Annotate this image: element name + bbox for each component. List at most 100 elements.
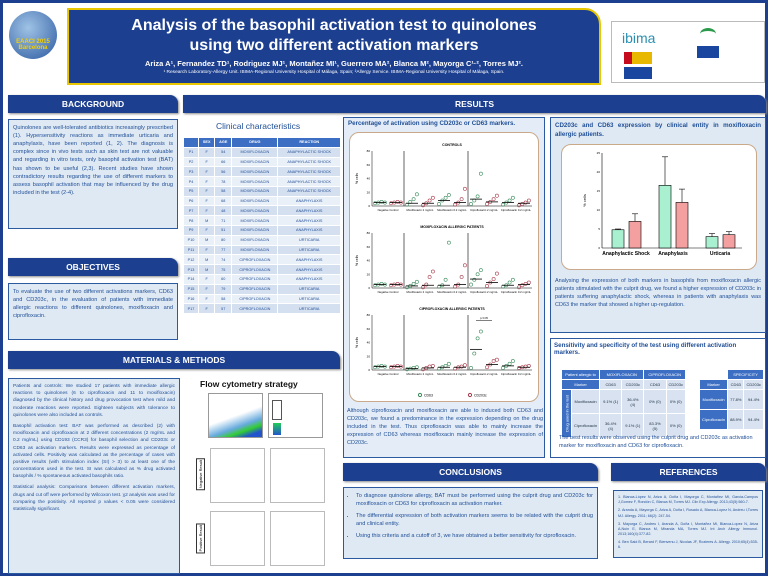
table-cell: ANAPHYLAXIS xyxy=(277,195,341,207)
table-cell: P11 xyxy=(182,244,200,256)
table-cell: 51 xyxy=(214,225,233,236)
data-point xyxy=(395,281,400,286)
data-point xyxy=(463,263,467,268)
x-tick-label: Negative Control xyxy=(378,208,399,212)
entity-chart-panel: % cells 0 5 10 15 20 25 Anaphylactic Shock Anaph… xyxy=(561,144,757,270)
table-row: P17 F 57 CIPROFLOXACIN URTICARIA xyxy=(182,303,341,315)
data-point xyxy=(526,198,531,203)
data-point xyxy=(520,283,525,288)
neg-plot-2 xyxy=(270,448,325,503)
junta-logo xyxy=(700,28,716,40)
data-point xyxy=(510,195,515,200)
methods-text: Patients and controls: We studied 17 pat… xyxy=(8,378,180,574)
data-point xyxy=(485,284,489,288)
y-tick-label: 0 xyxy=(368,204,370,208)
table-cell: F xyxy=(198,146,216,158)
table-cell: P17 xyxy=(182,303,200,315)
table-cell: MOXIFLOXACIN xyxy=(231,244,279,256)
background-text: Quinolones are well-tolerated antibiotic… xyxy=(8,119,178,229)
table-cell: ANAPHYLACTIC SHOCK xyxy=(277,146,341,158)
reference-item: 3. Mayorga C, Andreu I, Aranda A, Doña I… xyxy=(618,521,758,537)
table-cell: F xyxy=(198,293,216,305)
x-tick-label: Ciprofloxacin 0.2 mg/mL xyxy=(501,372,532,376)
table-cell: F xyxy=(198,176,216,187)
data-point xyxy=(447,240,451,245)
positive-result-label: Positive Result xyxy=(196,523,205,554)
data-point xyxy=(431,195,435,200)
data-point xyxy=(415,192,419,197)
table-cell: MOXIFLOXACIN xyxy=(231,205,279,217)
cell: 0% (0) xyxy=(643,389,667,414)
data-point xyxy=(469,366,473,370)
data-point xyxy=(411,366,416,370)
data-point xyxy=(427,198,432,203)
y-tick-label: 15 xyxy=(597,189,601,193)
data-point xyxy=(523,200,528,205)
y-tick-label: 40 xyxy=(367,341,371,345)
authors: Ariza A¹, Fernandez TD¹, Rodriguez MJ¹, … xyxy=(145,59,523,68)
data-point xyxy=(517,366,521,370)
references-box: 1. Blanca-López N, Ariza A, Doña I, Mayo… xyxy=(613,490,763,558)
table-cell: MOXIFLOXACIN xyxy=(231,215,279,227)
data-point xyxy=(447,361,451,366)
bar xyxy=(628,221,642,249)
data-point xyxy=(373,283,377,288)
y-tick-label: 20 xyxy=(367,354,371,358)
data-point xyxy=(494,193,499,198)
x-tick-label: Moxifloxacin 0.2 mg/mL xyxy=(437,208,467,212)
sens-text: The best results were observed using the… xyxy=(559,435,753,449)
reference-item: 1. Blanca-López N, Ariza A, Doña I, Mayo… xyxy=(618,495,758,505)
negative-result-label: Negative Result xyxy=(196,458,205,491)
cell: 94.4% xyxy=(743,389,764,410)
x-tick-label: Ciprofloxacin 0.2 mg/mL xyxy=(501,290,532,294)
table-cell: MOXIFLOXACIN xyxy=(231,225,279,236)
y-tick-label: 20 xyxy=(367,190,371,194)
table-cell: MOXIFLOXACIN xyxy=(231,185,279,197)
conclusion-item: Using this criteria and a cutoff of 3, w… xyxy=(356,532,593,540)
data-point xyxy=(427,275,432,279)
activation-chart-panel: CONTROLS % cells 0 20 40 60 80 Negative Control… xyxy=(349,132,539,402)
table-cell: URTICARIA xyxy=(277,303,341,315)
y-tick-label: 0 xyxy=(598,246,600,250)
cell: 9.1% (1) xyxy=(599,389,623,414)
x-tick-label: Anaphylactic Shock xyxy=(602,251,650,257)
eu-flag-icon xyxy=(697,46,719,58)
x-tick-label: Negative Control xyxy=(378,372,399,376)
x-tick-label: Anaphylaxis xyxy=(658,251,688,257)
y-tick-label: 0 xyxy=(368,368,370,372)
data-point xyxy=(475,272,480,277)
table-cell: CIPROFLOXACIN xyxy=(231,254,279,266)
table-cell: P16 xyxy=(182,293,200,305)
cell: 94.4% xyxy=(743,409,764,430)
table-cell: P2 xyxy=(182,156,200,168)
conclusion-item: To diagnose quinolone allergy, BAT must … xyxy=(356,492,593,508)
eu-flag-icon xyxy=(624,67,652,79)
data-point xyxy=(526,280,531,285)
table-cell: F xyxy=(198,195,216,207)
entity-title: CD203c and CD63 expression by clinical e… xyxy=(555,122,761,138)
cd203c-header: CD203c xyxy=(621,379,645,390)
x-tick-label: Ciprofloxacin 2 mg/mL xyxy=(470,372,498,376)
table-cell: F xyxy=(198,225,216,236)
data-point xyxy=(517,285,521,290)
table-cell: P3 xyxy=(182,166,200,178)
reference-item: 2. Aranda A, Mayorga C, Ariza A, Doña I,… xyxy=(618,508,758,518)
table-cell: MOXIFLOXACIN xyxy=(231,166,279,178)
data-point xyxy=(491,359,496,363)
clinical-table: SEX AGE DRUG REACTION P1 F 54 MOXIFLOXACIN ANAPH… xyxy=(182,137,341,315)
reference-item: 4. Ben Said B, Berard F, Bienvenu J, Nic… xyxy=(618,540,758,550)
legend-marker xyxy=(467,392,473,398)
clinical-title: Clinical characteristics xyxy=(216,121,301,131)
table-cell: ANAPHYLAXIS xyxy=(277,215,341,227)
conclusion-item: The differential expression of both acti… xyxy=(356,512,593,528)
data-point xyxy=(437,202,441,206)
data-point xyxy=(478,329,483,334)
data-point xyxy=(379,199,384,204)
table-cell: F xyxy=(198,166,216,178)
data-point xyxy=(485,202,489,206)
flow-cytometry-figure: Negative Result Positive Result xyxy=(196,393,343,575)
table-cell: 68 xyxy=(214,195,233,207)
table-cell: F xyxy=(198,303,216,315)
bar xyxy=(658,184,672,249)
table-cell: 60 xyxy=(214,273,233,285)
